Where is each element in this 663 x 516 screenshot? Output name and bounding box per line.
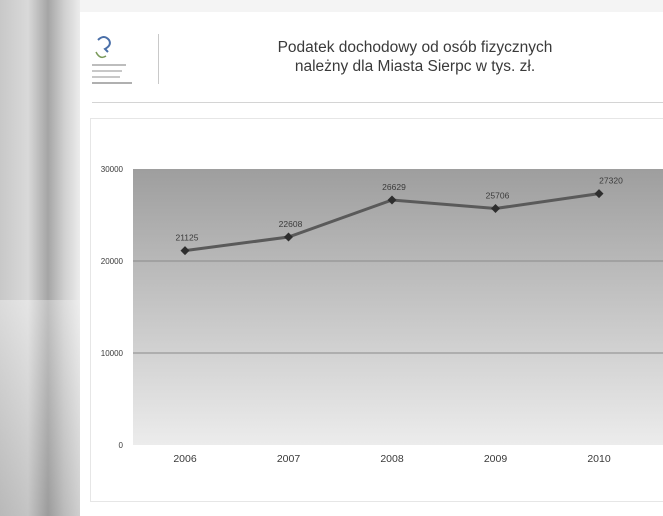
decorative-side-band bbox=[0, 0, 80, 516]
y-tick-label: 20000 bbox=[101, 257, 124, 266]
x-tick-label: 2009 bbox=[484, 453, 508, 465]
y-tick-label: 10000 bbox=[101, 349, 124, 358]
chart-frame: 0 10000 20000 30000 2006 2007 2008 2009 2010 21… bbox=[90, 118, 663, 502]
data-point-marker bbox=[594, 189, 604, 199]
data-point-marker bbox=[180, 246, 190, 256]
y-tick-label: 30000 bbox=[101, 165, 124, 174]
line-chart: 0 10000 20000 30000 2006 2007 2008 2009 2010 21… bbox=[101, 165, 663, 465]
logo-icon bbox=[92, 36, 132, 84]
data-point-marker bbox=[387, 195, 397, 205]
chart-title-line-2: należny dla Miasta Sierpc w tys. zł. bbox=[294, 58, 536, 75]
data-label: 22608 bbox=[279, 219, 303, 229]
data-point-marker bbox=[491, 204, 500, 214]
x-tick-label: 2006 bbox=[173, 453, 197, 465]
data-label: 27320 bbox=[599, 176, 623, 186]
chart-title-line-1: Podatek dochodowy od osób fizycznych bbox=[277, 39, 553, 56]
data-label: 26629 bbox=[382, 182, 406, 192]
y-tick-label: 0 bbox=[119, 441, 124, 450]
x-tick-label: 2007 bbox=[277, 453, 301, 465]
logo-divider bbox=[158, 34, 159, 84]
data-label: 25706 bbox=[486, 191, 510, 201]
header-divider bbox=[92, 102, 663, 103]
x-tick-label: 2010 bbox=[587, 453, 611, 465]
x-tick-label: 2008 bbox=[380, 453, 404, 465]
data-point-marker bbox=[284, 232, 293, 242]
chart-title: Podatek dochodowy od osób fizycznych nal… bbox=[230, 38, 600, 76]
data-label: 21125 bbox=[175, 233, 198, 243]
plot-area bbox=[133, 169, 663, 445]
